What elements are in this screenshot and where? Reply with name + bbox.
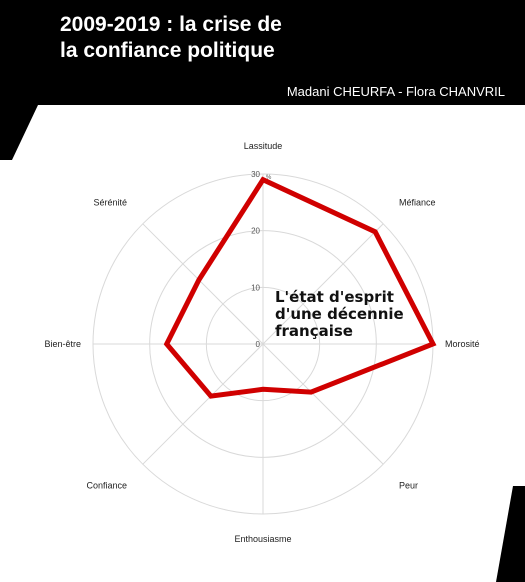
grid-spoke (262, 343, 384, 465)
axis-label: Méfiance (399, 198, 436, 208)
grid-spoke (142, 343, 264, 465)
series-line (163, 176, 437, 399)
tick-label: 0 (256, 340, 261, 349)
overlay-text-line: française (275, 322, 353, 340)
page-title: 2009-2019 : la crise de la confiance pol… (60, 12, 282, 64)
axis-label: Lassitude (244, 141, 283, 151)
grid-spoke (142, 223, 264, 345)
title-line-1: 2009-2019 : la crise de (60, 13, 282, 36)
axis-label: Bien-être (44, 339, 81, 349)
tick-unit: % (266, 175, 272, 181)
axis-label: Peur (399, 480, 418, 490)
axis-label: Sérénité (93, 198, 127, 208)
axis-label: Enthousiasme (234, 534, 291, 544)
axis-label: Confiance (86, 480, 127, 490)
grid-spoke (262, 223, 384, 345)
slash-decoration (496, 486, 525, 582)
title-line-2: la confiance politique (60, 39, 275, 62)
axis-label: Morosité (445, 339, 480, 349)
overlay-text-line: d'une décennie (275, 305, 404, 323)
tick-label: 30 (251, 170, 260, 179)
tick-label: 20 (251, 227, 260, 236)
radar-chart: 0 10 20 30 % Lassitude Méfiance Morosité Peur Ent… (44, 141, 479, 544)
authors: Madani CHEURFA - Flora CHANVRIL (286, 84, 505, 99)
overlay-text-line: L'état d'esprit (275, 288, 394, 306)
tick-label: 10 (251, 283, 260, 292)
